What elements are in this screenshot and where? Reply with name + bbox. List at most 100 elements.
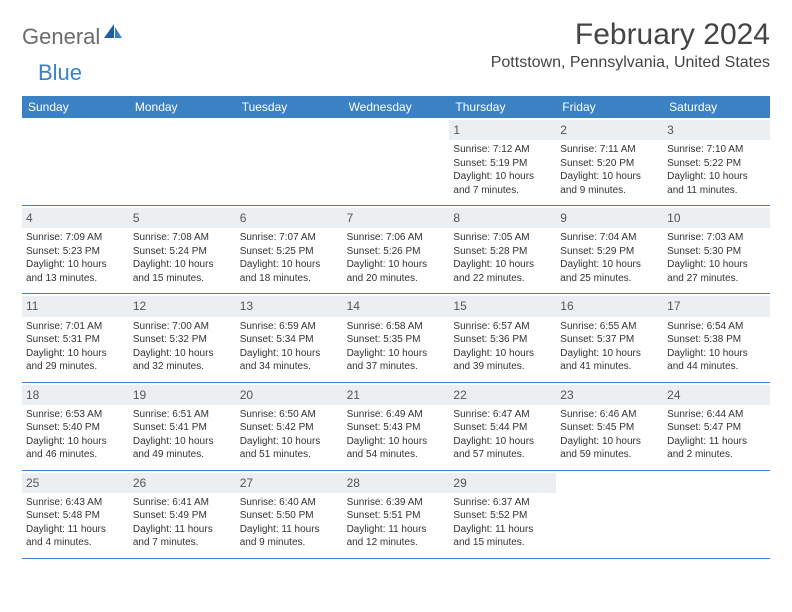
sunrise-text: Sunrise: 7:06 AM	[347, 231, 446, 245]
day-number: 26	[129, 473, 236, 493]
day-cell: 1Sunrise: 7:12 AMSunset: 5:19 PMDaylight…	[449, 118, 556, 205]
sunrise-text: Sunrise: 7:03 AM	[667, 231, 766, 245]
sunrise-text: Sunrise: 7:11 AM	[560, 143, 659, 157]
daylight2-text: and 9 minutes.	[560, 184, 659, 198]
day-number: 3	[663, 120, 770, 140]
empty-day-number	[236, 120, 343, 140]
daylight2-text: and 27 minutes.	[667, 272, 766, 286]
day-number: 12	[129, 296, 236, 316]
sunrise-text: Sunrise: 7:09 AM	[26, 231, 125, 245]
sunset-text: Sunset: 5:45 PM	[560, 421, 659, 435]
weekday-header-row: SundayMondayTuesdayWednesdayThursdayFrid…	[22, 96, 770, 118]
day-cell: 11Sunrise: 7:01 AMSunset: 5:31 PMDayligh…	[22, 294, 129, 381]
daylight1-text: Daylight: 10 hours	[240, 258, 339, 272]
daylight2-text: and 41 minutes.	[560, 360, 659, 374]
logo-sail-icon	[102, 22, 124, 45]
sunrise-text: Sunrise: 6:58 AM	[347, 320, 446, 334]
week-row: 4Sunrise: 7:09 AMSunset: 5:23 PMDaylight…	[22, 206, 770, 294]
day-cell: 13Sunrise: 6:59 AMSunset: 5:34 PMDayligh…	[236, 294, 343, 381]
sunset-text: Sunset: 5:35 PM	[347, 333, 446, 347]
day-number: 21	[343, 385, 450, 405]
daylight1-text: Daylight: 10 hours	[26, 258, 125, 272]
daylight2-text: and 13 minutes.	[26, 272, 125, 286]
daylight1-text: Daylight: 10 hours	[453, 170, 552, 184]
sunrise-text: Sunrise: 6:46 AM	[560, 408, 659, 422]
day-number: 7	[343, 208, 450, 228]
sunrise-text: Sunrise: 7:00 AM	[133, 320, 232, 334]
day-cell: 2Sunrise: 7:11 AMSunset: 5:20 PMDaylight…	[556, 118, 663, 205]
day-cell: 3Sunrise: 7:10 AMSunset: 5:22 PMDaylight…	[663, 118, 770, 205]
daylight2-text: and 39 minutes.	[453, 360, 552, 374]
logo: General	[22, 22, 124, 51]
daylight1-text: Daylight: 10 hours	[667, 170, 766, 184]
daylight2-text: and 7 minutes.	[133, 536, 232, 550]
empty-day-number	[663, 473, 770, 493]
calendar-page: General February 2024 Pottstown, Pennsyl…	[0, 0, 792, 577]
daylight1-text: Daylight: 10 hours	[240, 435, 339, 449]
sunset-text: Sunset: 5:30 PM	[667, 245, 766, 259]
calendar-grid: SundayMondayTuesdayWednesdayThursdayFrid…	[22, 96, 770, 559]
weekday-header: Wednesday	[343, 96, 450, 118]
empty-day-number	[129, 120, 236, 140]
sunrise-text: Sunrise: 6:49 AM	[347, 408, 446, 422]
daylight1-text: Daylight: 10 hours	[26, 435, 125, 449]
day-cell: 28Sunrise: 6:39 AMSunset: 5:51 PMDayligh…	[343, 471, 450, 558]
sunset-text: Sunset: 5:38 PM	[667, 333, 766, 347]
weekday-header: Saturday	[663, 96, 770, 118]
weekday-header: Sunday	[22, 96, 129, 118]
sunset-text: Sunset: 5:24 PM	[133, 245, 232, 259]
daylight1-text: Daylight: 10 hours	[347, 435, 446, 449]
empty-cell	[22, 118, 129, 205]
day-cell: 26Sunrise: 6:41 AMSunset: 5:49 PMDayligh…	[129, 471, 236, 558]
daylight2-text: and 29 minutes.	[26, 360, 125, 374]
sunrise-text: Sunrise: 6:51 AM	[133, 408, 232, 422]
day-number: 23	[556, 385, 663, 405]
day-cell: 14Sunrise: 6:58 AMSunset: 5:35 PMDayligh…	[343, 294, 450, 381]
day-number: 24	[663, 385, 770, 405]
day-number: 27	[236, 473, 343, 493]
daylight2-text: and 20 minutes.	[347, 272, 446, 286]
empty-cell	[129, 118, 236, 205]
empty-day-number	[343, 120, 450, 140]
logo-text-general: General	[22, 24, 100, 50]
sunset-text: Sunset: 5:52 PM	[453, 509, 552, 523]
week-row: 25Sunrise: 6:43 AMSunset: 5:48 PMDayligh…	[22, 471, 770, 559]
daylight1-text: Daylight: 10 hours	[240, 347, 339, 361]
day-number: 5	[129, 208, 236, 228]
day-number: 1	[449, 120, 556, 140]
sunrise-text: Sunrise: 6:54 AM	[667, 320, 766, 334]
daylight1-text: Daylight: 10 hours	[347, 347, 446, 361]
daylight1-text: Daylight: 10 hours	[453, 347, 552, 361]
sunset-text: Sunset: 5:42 PM	[240, 421, 339, 435]
sunset-text: Sunset: 5:34 PM	[240, 333, 339, 347]
week-row: 1Sunrise: 7:12 AMSunset: 5:19 PMDaylight…	[22, 118, 770, 206]
daylight1-text: Daylight: 10 hours	[560, 347, 659, 361]
daylight1-text: Daylight: 10 hours	[453, 435, 552, 449]
daylight2-text: and 12 minutes.	[347, 536, 446, 550]
sunset-text: Sunset: 5:43 PM	[347, 421, 446, 435]
day-number: 4	[22, 208, 129, 228]
daylight2-text: and 18 minutes.	[240, 272, 339, 286]
weekday-header: Thursday	[449, 96, 556, 118]
empty-cell	[343, 118, 450, 205]
daylight1-text: Daylight: 10 hours	[667, 258, 766, 272]
day-number: 11	[22, 296, 129, 316]
daylight2-text: and 32 minutes.	[133, 360, 232, 374]
empty-cell	[236, 118, 343, 205]
daylight2-text: and 9 minutes.	[240, 536, 339, 550]
sunrise-text: Sunrise: 6:59 AM	[240, 320, 339, 334]
daylight1-text: Daylight: 11 hours	[347, 523, 446, 537]
daylight2-text: and 57 minutes.	[453, 448, 552, 462]
daylight1-text: Daylight: 10 hours	[453, 258, 552, 272]
daylight1-text: Daylight: 11 hours	[26, 523, 125, 537]
day-number: 20	[236, 385, 343, 405]
sunrise-text: Sunrise: 6:39 AM	[347, 496, 446, 510]
day-number: 10	[663, 208, 770, 228]
day-cell: 8Sunrise: 7:05 AMSunset: 5:28 PMDaylight…	[449, 206, 556, 293]
daylight2-text: and 37 minutes.	[347, 360, 446, 374]
daylight2-text: and 15 minutes.	[133, 272, 232, 286]
day-number: 9	[556, 208, 663, 228]
sunset-text: Sunset: 5:23 PM	[26, 245, 125, 259]
sunset-text: Sunset: 5:31 PM	[26, 333, 125, 347]
sunrise-text: Sunrise: 6:53 AM	[26, 408, 125, 422]
